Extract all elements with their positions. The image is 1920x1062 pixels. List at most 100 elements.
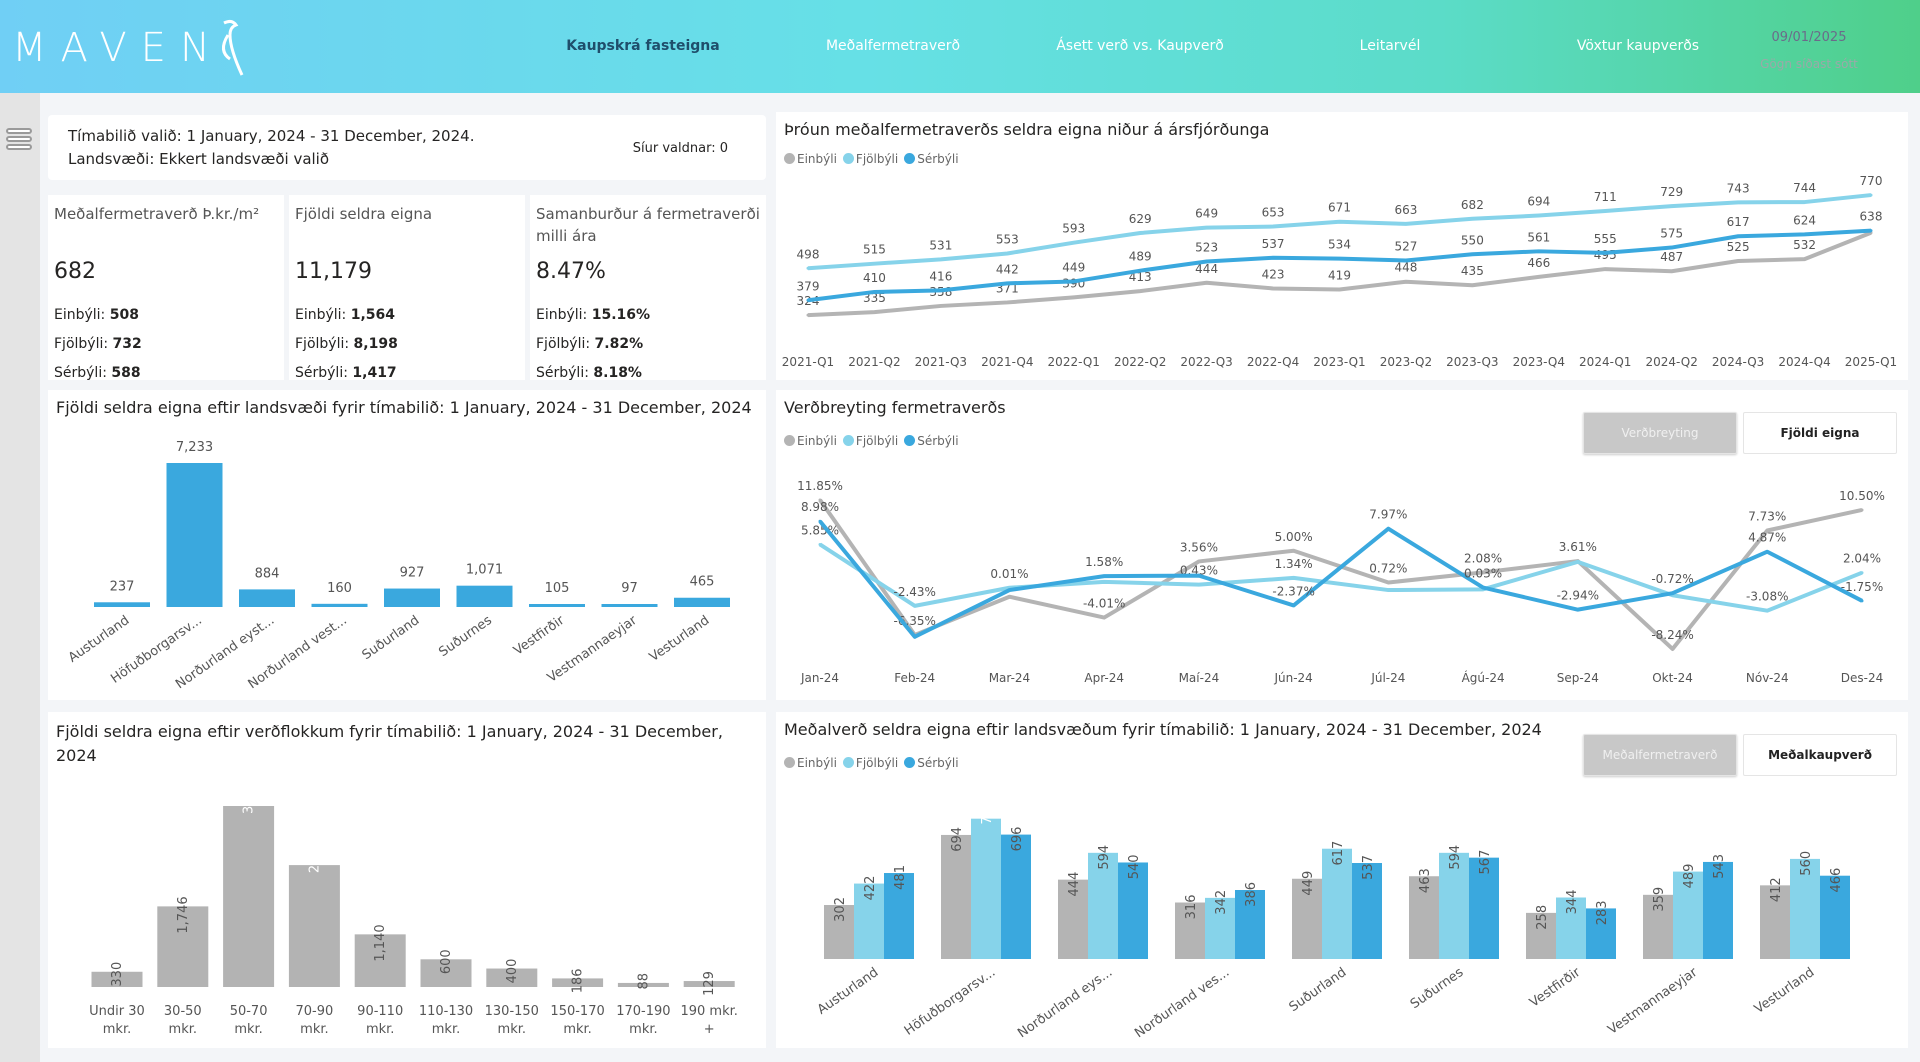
data-label: 463 [1418,868,1433,893]
data-label: 465 [690,575,715,590]
bar-Sérbýli [884,873,914,959]
data-label: 682 [1461,198,1484,212]
x-tick-label: 2025-Q1 [1845,355,1897,369]
data-label: 649 [1195,207,1218,221]
data-label: 416 [929,269,952,283]
data-label: 412 [1769,877,1784,902]
nav-leitarvel[interactable]: Leitarvél [1359,38,1421,54]
data-point [1603,251,1607,255]
kpi-row: Fjölbýli: 8,198 [295,336,398,352]
data-point [1803,200,1807,204]
data-label: 560 [1799,851,1814,876]
x-tick-label: Okt-24 [1652,671,1693,685]
bar-Sérbýli [1001,834,1031,959]
data-point [939,288,943,292]
x-tick-label: Nóv-24 [1746,671,1789,685]
nav-medalfermetraverd[interactable]: Meðalfermetraverð [825,38,961,54]
bar-Fjölbýli [1790,858,1820,959]
toggle-fjoldi-eigna-button[interactable]: Fjöldi eigna [1743,412,1897,454]
legend-item[interactable]: Einbýli [784,434,837,448]
data-point [1803,232,1807,236]
data-point [1292,603,1296,607]
bar-Fjölbýli [1322,848,1352,959]
x-tick-label: mkr. [169,1022,197,1037]
kpi-row: Einbýli: 1,564 [295,307,396,323]
data-label: 575 [1660,227,1683,241]
hamburger-menu-icon[interactable] [6,128,32,152]
legend-item[interactable]: Fjölbýli [842,756,898,770]
data-label: 449 [1301,871,1316,896]
price-bucket-panel: Fjöldi seldra eigna eftir verðflokkum fy… [48,712,766,1048]
legend-dot-icon [842,757,854,768]
data-point [1671,593,1675,597]
data-point [1102,580,1106,584]
x-tick-label: 2024-Q1 [1579,355,1631,369]
bar [157,906,209,987]
kpi-row: Sérbýli: 8.18% [536,365,642,381]
data-label: 594 [1097,845,1112,870]
data-label: 711 [1594,190,1617,204]
data-label: 617 [1727,215,1750,229]
nav-voxtur[interactable]: Vöxtur kaupverðs [1576,38,1700,54]
nav-asett-verd[interactable]: Ásett verð vs. Kaupverð [1056,38,1224,54]
data-point [1197,559,1201,563]
data-point [818,542,822,546]
data-label: 7,233 [176,440,213,455]
x-tick-label: Des-24 [1841,671,1883,685]
data-point [1481,586,1485,590]
toggle-verdbreyting-button[interactable]: Verðbreyting [1583,412,1737,454]
x-tick-label: mkr. [300,1022,328,1037]
data-point [1072,241,1076,245]
toggle-medalfermetraverd-button[interactable]: Meðalfermetraverð [1583,734,1737,776]
data-label: 744 [1793,181,1816,195]
x-tick-label: 2023-Q1 [1313,355,1365,369]
data-label: 696 [1010,827,1025,852]
x-tick-label: Suðurland [1287,965,1350,1015]
data-label: 316 [1184,895,1199,920]
legend-item[interactable]: Sérbýli [904,756,959,770]
data-point [1537,214,1541,218]
filters-count: Síur valdnar: 0 [632,141,728,156]
x-tick-label: 170-190 [616,1004,670,1019]
data-label: 489 [1129,250,1152,264]
legend-item[interactable]: Fjölbýli [842,434,898,448]
data-label: 422 [863,876,878,901]
sidebar [0,93,40,1062]
chart-title: Meðalverð seldra eigna eftir landsvæðum … [784,720,1542,739]
legend-dot-icon [842,435,854,446]
data-label: 0.01% [990,567,1028,581]
bar-Sérbýli [1469,857,1499,959]
legend-item[interactable]: Sérbýli [904,152,959,166]
legend-item[interactable]: Einbýli [784,152,837,166]
toggle-medalkaupverd-button[interactable]: Meðalkaupverð [1743,734,1897,776]
x-tick-label: 2021-Q1 [782,355,834,369]
x-tick-label: mkr. [103,1022,131,1037]
data-label: 4.87% [1748,531,1786,545]
data-label: 419 [1328,269,1351,283]
data-label: 543 [1712,854,1727,879]
bar [166,463,223,607]
data-label: 540 [1127,854,1142,879]
bar-Sérbýli [1118,862,1148,959]
chart-title: Þróun meðalfermetraverðs seldra eigna ni… [784,120,1270,139]
data-label: 525 [1727,240,1750,254]
region-avg-panel: Meðalverð seldra eigna eftir landsvæðum … [776,712,1908,1048]
nav-kaupskra[interactable]: Kaupskrá fasteigna [566,38,720,54]
data-point [1007,588,1011,592]
data-label: 2.04% [1843,552,1881,566]
data-label: 10.50% [1839,489,1885,503]
legend-item[interactable]: Fjölbýli [842,152,898,166]
data-label: 498 [797,247,820,261]
x-tick-label: 70-90 [296,1004,334,1019]
x-tick-label: 50-70 [230,1004,268,1019]
data-label: 466 [1829,868,1844,893]
legend-item[interactable]: Einbýli [784,756,837,770]
data-label: 97 [621,581,638,596]
selection-info: Tímabilið valið: 1 January, 2024 - 31 De… [48,115,766,180]
data-label: 617 [1331,841,1346,866]
legend-item[interactable]: Sérbýli [904,434,959,448]
bar-Sérbýli [1703,861,1733,959]
data-label: 553 [996,232,1019,246]
x-tick-label: 2021-Q2 [848,355,900,369]
data-point [913,633,917,637]
